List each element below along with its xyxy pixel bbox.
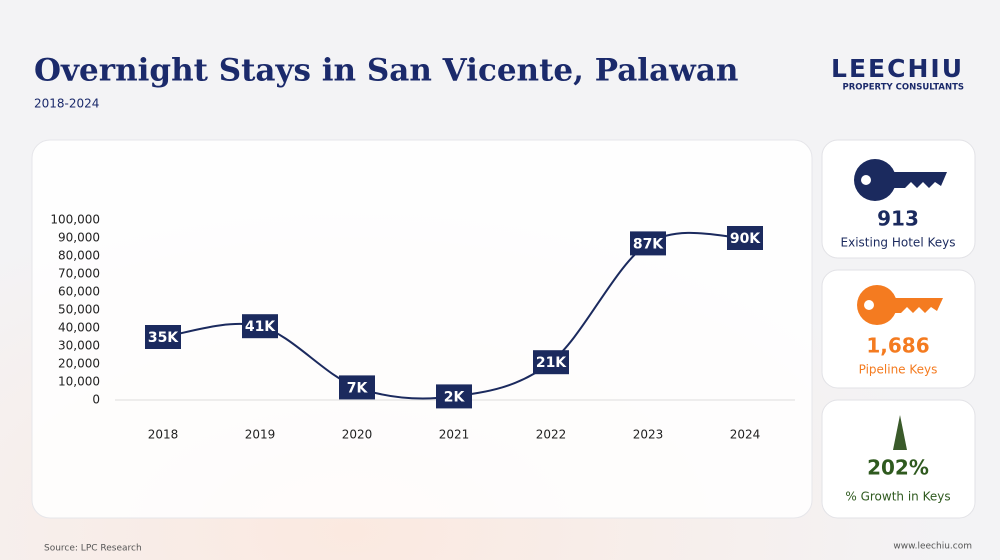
source: Source: LPC Research (44, 544, 142, 554)
key-icon (854, 159, 947, 201)
x-tick-label: 2023 (633, 428, 664, 442)
y-tick-label: 40,000 (58, 321, 100, 335)
x-tick-label: 2022 (536, 428, 567, 442)
y-tick-label: 80,000 (58, 249, 100, 263)
value-label-box (533, 350, 569, 375)
growth-icon (893, 415, 907, 450)
stat-label: Pipeline Keys (859, 363, 938, 377)
title: Overnight Stays in San Vicente, Palawan (34, 53, 738, 89)
x-tick-label: 2024 (730, 428, 761, 442)
value-label: 35K (148, 330, 179, 346)
value-label-box (145, 325, 181, 349)
value-label-box (727, 226, 763, 250)
value-label-box (436, 384, 472, 409)
stat-value: 913 (877, 207, 919, 231)
y-tick-label: 30,000 (58, 339, 100, 353)
stat-value: 202% (867, 456, 929, 480)
value-label-box (339, 375, 375, 400)
key-icon (857, 285, 943, 325)
y-tick-label: 20,000 (58, 357, 100, 371)
stat-value: 1,686 (866, 334, 929, 358)
y-tick-label: 60,000 (58, 285, 100, 299)
y-tick-label: 70,000 (58, 267, 100, 281)
value-label: 90K (730, 231, 761, 247)
y-tick-label: 0 (92, 393, 100, 407)
value-label-box (242, 314, 278, 339)
logo: LEECHIU (831, 54, 964, 83)
stat-card (821, 399, 976, 519)
logo-tagline: PROPERTY CONSULTANTS (843, 83, 964, 93)
chart: 0 10,000 20,000 30,000 40,000 50,000 60,000 70,… (50, 213, 795, 442)
subtitle: 2018-2024 (34, 97, 99, 111)
value-label: 2K (444, 389, 466, 405)
x-tick-label: 2021 (439, 428, 470, 442)
x-tick-label: 2018 (148, 428, 179, 442)
chart-card (31, 139, 813, 519)
y-tick-label: 90,000 (58, 231, 100, 245)
value-label: 41K (245, 319, 276, 335)
value-label: 87K (633, 236, 664, 252)
value-label: 7K (347, 380, 369, 396)
x-tick-label: 2019 (245, 428, 276, 442)
x-tick-label: 2020 (342, 428, 373, 442)
value-label: 21K (536, 355, 567, 371)
y-tick-label: 100,000 (50, 213, 100, 227)
value-label-box (630, 231, 666, 256)
y-tick-label: 50,000 (58, 303, 100, 317)
y-tick-label: 10,000 (58, 375, 100, 389)
stat-label: % Growth in Keys (845, 490, 950, 504)
website: www.leechiu.com (893, 542, 972, 552)
stat-label: Existing Hotel Keys (841, 236, 956, 250)
